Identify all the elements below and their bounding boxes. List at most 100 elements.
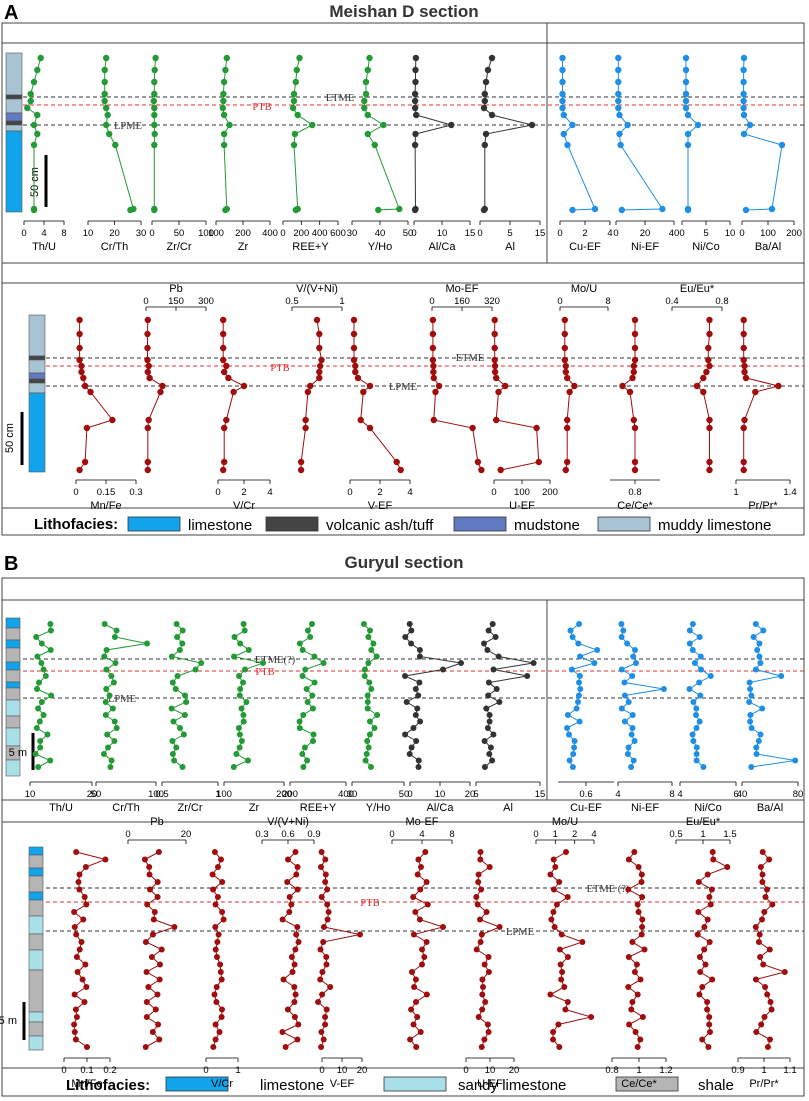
b1-y-ho-point — [364, 699, 371, 705]
b1-zr-point — [238, 705, 245, 712]
b2-profile-7-point — [588, 1014, 595, 1020]
b1-al-ca-point — [406, 751, 413, 757]
b2-profile-9-point — [709, 976, 716, 983]
b1-zr-cr-point — [173, 621, 180, 627]
b2-profile-5-point — [411, 984, 418, 990]
etme-label-b1: ETME(?) — [255, 655, 296, 666]
b1-zr-point — [238, 738, 245, 744]
col-b1-layer-4 — [5, 661, 21, 671]
b2-axis-v-ef-tick-label: 20 — [357, 1065, 368, 1076]
a2-mo-u-point — [562, 466, 569, 474]
b1-axis-y-ho-tick-label: 30 — [347, 789, 358, 800]
a2-mn-fe-line — [79, 320, 114, 471]
a1-cr-th-point — [101, 90, 108, 98]
b2-profile-3-point — [291, 1014, 298, 1020]
col-b2-layer-4 — [28, 891, 44, 901]
b1-ni-co-point — [693, 705, 700, 712]
b2-profile-4-point — [323, 954, 330, 960]
a2-v-v-ni-point — [313, 316, 321, 324]
b1-cr-th-point — [113, 627, 120, 634]
a1-axis-y-ho-label: Y/Ho — [368, 241, 392, 253]
a1-cu-ef-point — [591, 205, 599, 213]
a1-cu-ef-point — [559, 78, 566, 86]
a2-top-axis-pb-tick-label: 0 — [143, 296, 148, 307]
a2-v-v-ni-line — [300, 319, 323, 470]
b2-profile-1-point — [152, 1006, 159, 1013]
b2-profile-5-point — [419, 946, 426, 953]
a2-axis-ce-ce-label: Ce/Ce* — [617, 500, 653, 512]
b2-profile-9-point — [696, 954, 703, 960]
a2-mo-ef-point — [430, 416, 437, 424]
a1-zr-point — [220, 90, 227, 98]
b1-y-ho-point — [368, 764, 374, 770]
a2-mo-u-point — [561, 316, 568, 324]
b2-profile-4-point — [315, 999, 322, 1005]
b1-ree-y-point — [300, 712, 307, 718]
a1-al-ca-point — [411, 90, 419, 98]
b1-cr-th-point — [103, 686, 110, 692]
b2-profile-8-point — [625, 954, 632, 960]
b2-axis-ce-ce-label: Ce/Ce* — [621, 1078, 657, 1090]
b1-ba-al-point — [754, 647, 761, 653]
a2-mn-fe-point — [76, 466, 83, 474]
b2-profile-6-point — [482, 999, 489, 1005]
b2-profile-1-point — [151, 909, 158, 915]
a2-axis-mn-fe-label: Mn/Fe — [90, 500, 121, 512]
a2-eu-eu-point — [700, 374, 707, 382]
b1-al-ca-point — [414, 705, 421, 712]
a2-mo-ef-point — [469, 424, 476, 432]
a2-mn-fe-point — [109, 416, 116, 424]
a2-pr-pr-point — [741, 416, 748, 424]
b1-ni-co-point — [686, 686, 693, 692]
b1-th-u-point — [38, 660, 45, 666]
b1-y-ho-point — [368, 647, 375, 653]
b1-zr-point — [236, 744, 243, 751]
b1-al-point — [530, 660, 537, 666]
b2-profile-9-point — [706, 1021, 713, 1028]
b1-zr-point — [242, 666, 248, 673]
a1-axis-ni-co-tick-label: 5 — [703, 228, 708, 239]
a1-cr-th-point — [127, 206, 134, 214]
a1-y-ho-point — [364, 111, 371, 119]
a2-pr-pr-point — [742, 374, 750, 382]
b2-axis-u-ef-label: U-EF — [477, 1078, 503, 1090]
a2-ce-ce-point — [631, 466, 639, 474]
b2-profile-4-point — [317, 976, 324, 983]
a2-mo-u-point — [561, 356, 568, 364]
a2-mo-ef-line — [432, 320, 482, 471]
b1-ni-co-point — [696, 718, 703, 725]
b1-zr-point — [240, 621, 247, 627]
b1-zr-point — [235, 725, 242, 731]
b2-profile-4-point — [325, 909, 332, 915]
a2-pr-pr-point — [752, 388, 759, 396]
col-a2-layer-5 — [28, 382, 46, 394]
b1-ni-ef-point — [632, 647, 638, 653]
b1-zr-cr-point — [169, 738, 176, 744]
b1-al-point — [493, 686, 500, 692]
b2-profile-4-point — [317, 946, 324, 953]
b1-ba-al-point — [748, 725, 755, 731]
b1-cr-th-point — [102, 699, 109, 705]
b2-profile-0-point — [82, 864, 89, 870]
b2-profile-4-point — [320, 1036, 327, 1043]
a1-axis-ba-al-tick-label: 100 — [760, 228, 776, 239]
b2-profile-8-point — [631, 969, 638, 975]
b1-ree-y-point — [309, 621, 315, 627]
b2-profile-8-point — [639, 1014, 646, 1020]
a2-mn-fe-point — [80, 374, 87, 382]
b2-profile-3-point — [279, 1029, 286, 1035]
b1-y-ho-point — [361, 666, 368, 673]
b2-profile-4-point — [322, 856, 329, 863]
b1-cr-th-point — [104, 731, 111, 738]
a1-al-point — [482, 130, 490, 138]
b1-ni-ef-point — [629, 725, 636, 731]
b1-ree-y-point — [307, 634, 314, 640]
a1-ni-ef-point — [615, 97, 622, 105]
a1-axis-ni-ef-tick-label: 40 — [669, 228, 680, 239]
b1-ni-co-point — [690, 738, 697, 744]
b2-profile-5-point — [412, 976, 419, 983]
a1-ni-co-point — [684, 141, 692, 149]
a2-u-ef-point — [491, 356, 498, 364]
a2-pb-point — [144, 344, 151, 352]
b1-ni-co-point — [686, 640, 693, 647]
